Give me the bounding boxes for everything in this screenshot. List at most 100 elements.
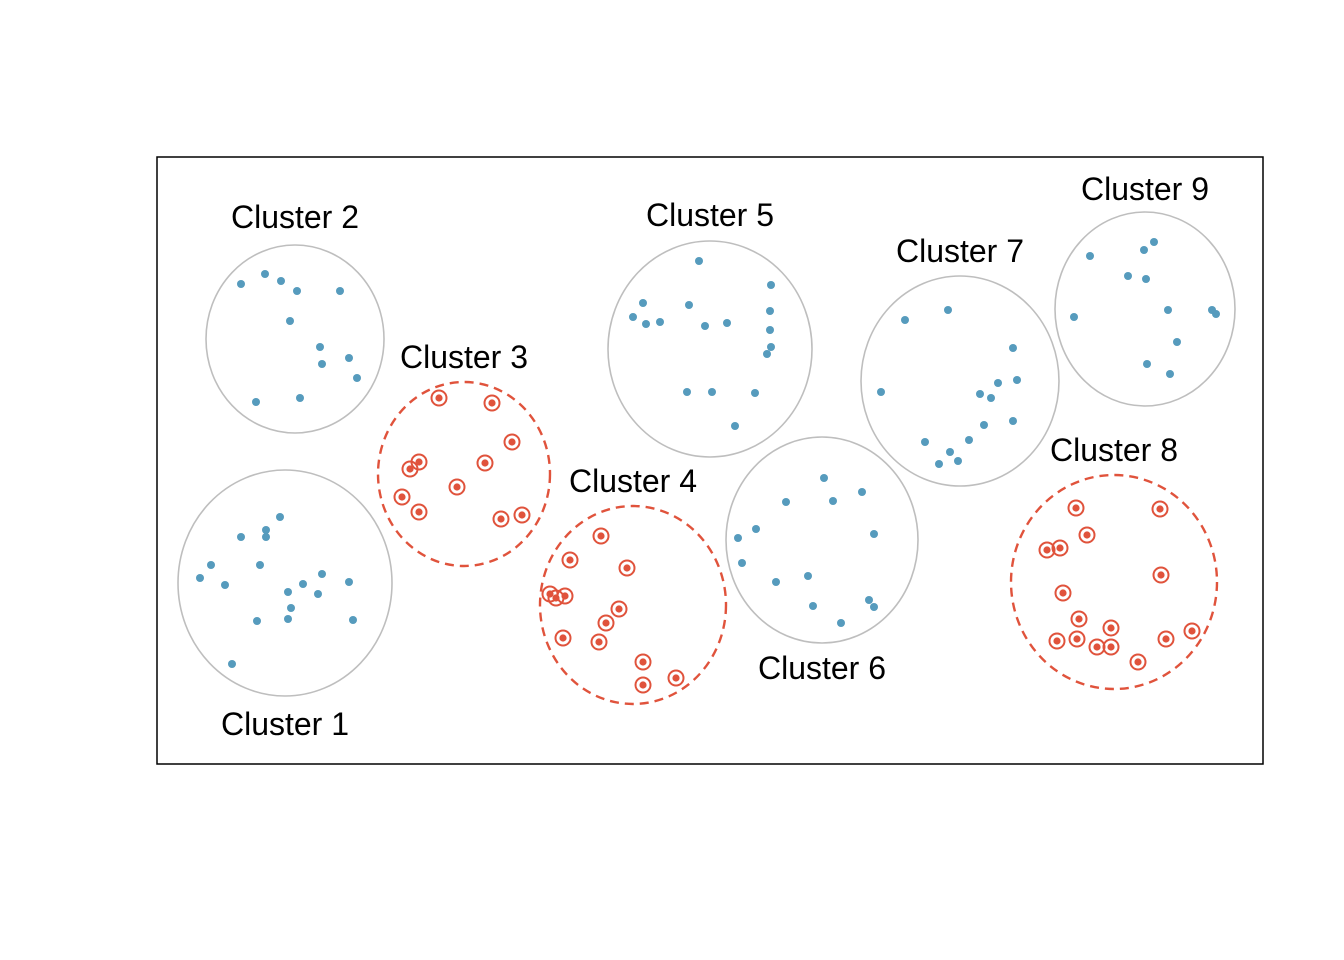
cluster-outline	[177, 469, 393, 697]
sampled-point-ring	[1038, 541, 1056, 559]
cluster-label: Cluster 2	[231, 199, 359, 235]
point	[683, 388, 691, 396]
cluster-label: Cluster 7	[896, 233, 1024, 269]
point	[1150, 238, 1158, 246]
point	[196, 574, 204, 582]
point	[976, 390, 984, 398]
cluster-4: Cluster 4	[538, 463, 728, 706]
cluster-label: Cluster 3	[400, 339, 528, 375]
point	[763, 350, 771, 358]
point	[639, 299, 647, 307]
point	[901, 316, 909, 324]
point	[723, 319, 731, 327]
sampled-point	[435, 394, 443, 402]
point	[207, 561, 215, 569]
point	[1173, 338, 1181, 346]
sampled-point	[1073, 635, 1081, 643]
point	[318, 360, 326, 368]
sampled-point	[1053, 637, 1061, 645]
point	[987, 394, 995, 402]
sampled-point	[1075, 615, 1083, 623]
sampled-point	[595, 638, 603, 646]
sampled-point-ring	[492, 510, 510, 528]
sampled-point	[1043, 546, 1051, 554]
cluster-8: Cluster 8	[1009, 432, 1219, 691]
point	[1086, 252, 1094, 260]
point	[1143, 360, 1151, 368]
sampled-point	[1083, 531, 1091, 539]
cluster-7: Cluster 7	[860, 233, 1060, 487]
point	[1164, 306, 1172, 314]
sampled-point	[406, 465, 414, 473]
sampled-point	[1107, 643, 1115, 651]
point	[865, 596, 873, 604]
sampled-point-ring	[483, 394, 501, 412]
sampled-point	[639, 681, 647, 689]
point	[695, 257, 703, 265]
plot-frame	[156, 156, 1264, 765]
point	[629, 313, 637, 321]
sampled-point-ring	[1102, 638, 1120, 656]
point	[345, 578, 353, 586]
point	[277, 277, 285, 285]
cluster-outline	[205, 244, 385, 434]
point	[1212, 310, 1220, 318]
point	[767, 281, 775, 289]
sampled-point	[508, 438, 516, 446]
point	[965, 436, 973, 444]
sampled-point-ring	[592, 527, 610, 545]
sampled-point	[566, 556, 574, 564]
cluster-label: Cluster 8	[1050, 432, 1178, 468]
point	[293, 287, 301, 295]
point	[1140, 246, 1148, 254]
sampled-point-ring	[1152, 566, 1170, 584]
sampled-point-ring	[618, 559, 636, 577]
point	[287, 604, 295, 612]
sampled-point	[1059, 589, 1067, 597]
sampled-point	[1072, 504, 1080, 512]
point	[858, 488, 866, 496]
point	[701, 322, 709, 330]
sampled-point-ring	[1129, 653, 1147, 671]
sampled-point	[1056, 544, 1064, 552]
point	[1124, 272, 1132, 280]
point	[314, 590, 322, 598]
point	[767, 343, 775, 351]
sampled-point	[415, 458, 423, 466]
point	[1070, 313, 1078, 321]
sampled-point	[1156, 505, 1164, 513]
sampled-cluster-outline	[1009, 473, 1219, 691]
point	[318, 570, 326, 578]
sampled-point-ring	[1078, 526, 1096, 544]
sampled-point-ring	[597, 614, 615, 632]
sampled-point-ring	[561, 551, 579, 569]
point	[228, 660, 236, 668]
point	[772, 578, 780, 586]
point	[284, 615, 292, 623]
point	[296, 394, 304, 402]
point	[316, 343, 324, 351]
sampled-point-ring	[430, 389, 448, 407]
sampled-point	[453, 483, 461, 491]
sampled-point	[1134, 658, 1142, 666]
point	[261, 270, 269, 278]
point	[276, 513, 284, 521]
sampled-point-ring	[1157, 630, 1175, 648]
sampled-point-ring	[590, 633, 608, 651]
point	[738, 559, 746, 567]
point	[809, 602, 817, 610]
sampled-point-ring	[393, 488, 411, 506]
point	[921, 438, 929, 446]
sampled-point	[518, 511, 526, 519]
sampled-point	[623, 564, 631, 572]
sampled-point	[1107, 624, 1115, 632]
sampled-point	[559, 634, 567, 642]
sampled-point-ring	[476, 454, 494, 472]
point	[1166, 370, 1174, 378]
sampled-point-ring	[667, 669, 685, 687]
point	[221, 581, 229, 589]
cluster-5: Cluster 5	[607, 197, 813, 458]
sampled-point-ring	[1183, 622, 1201, 640]
